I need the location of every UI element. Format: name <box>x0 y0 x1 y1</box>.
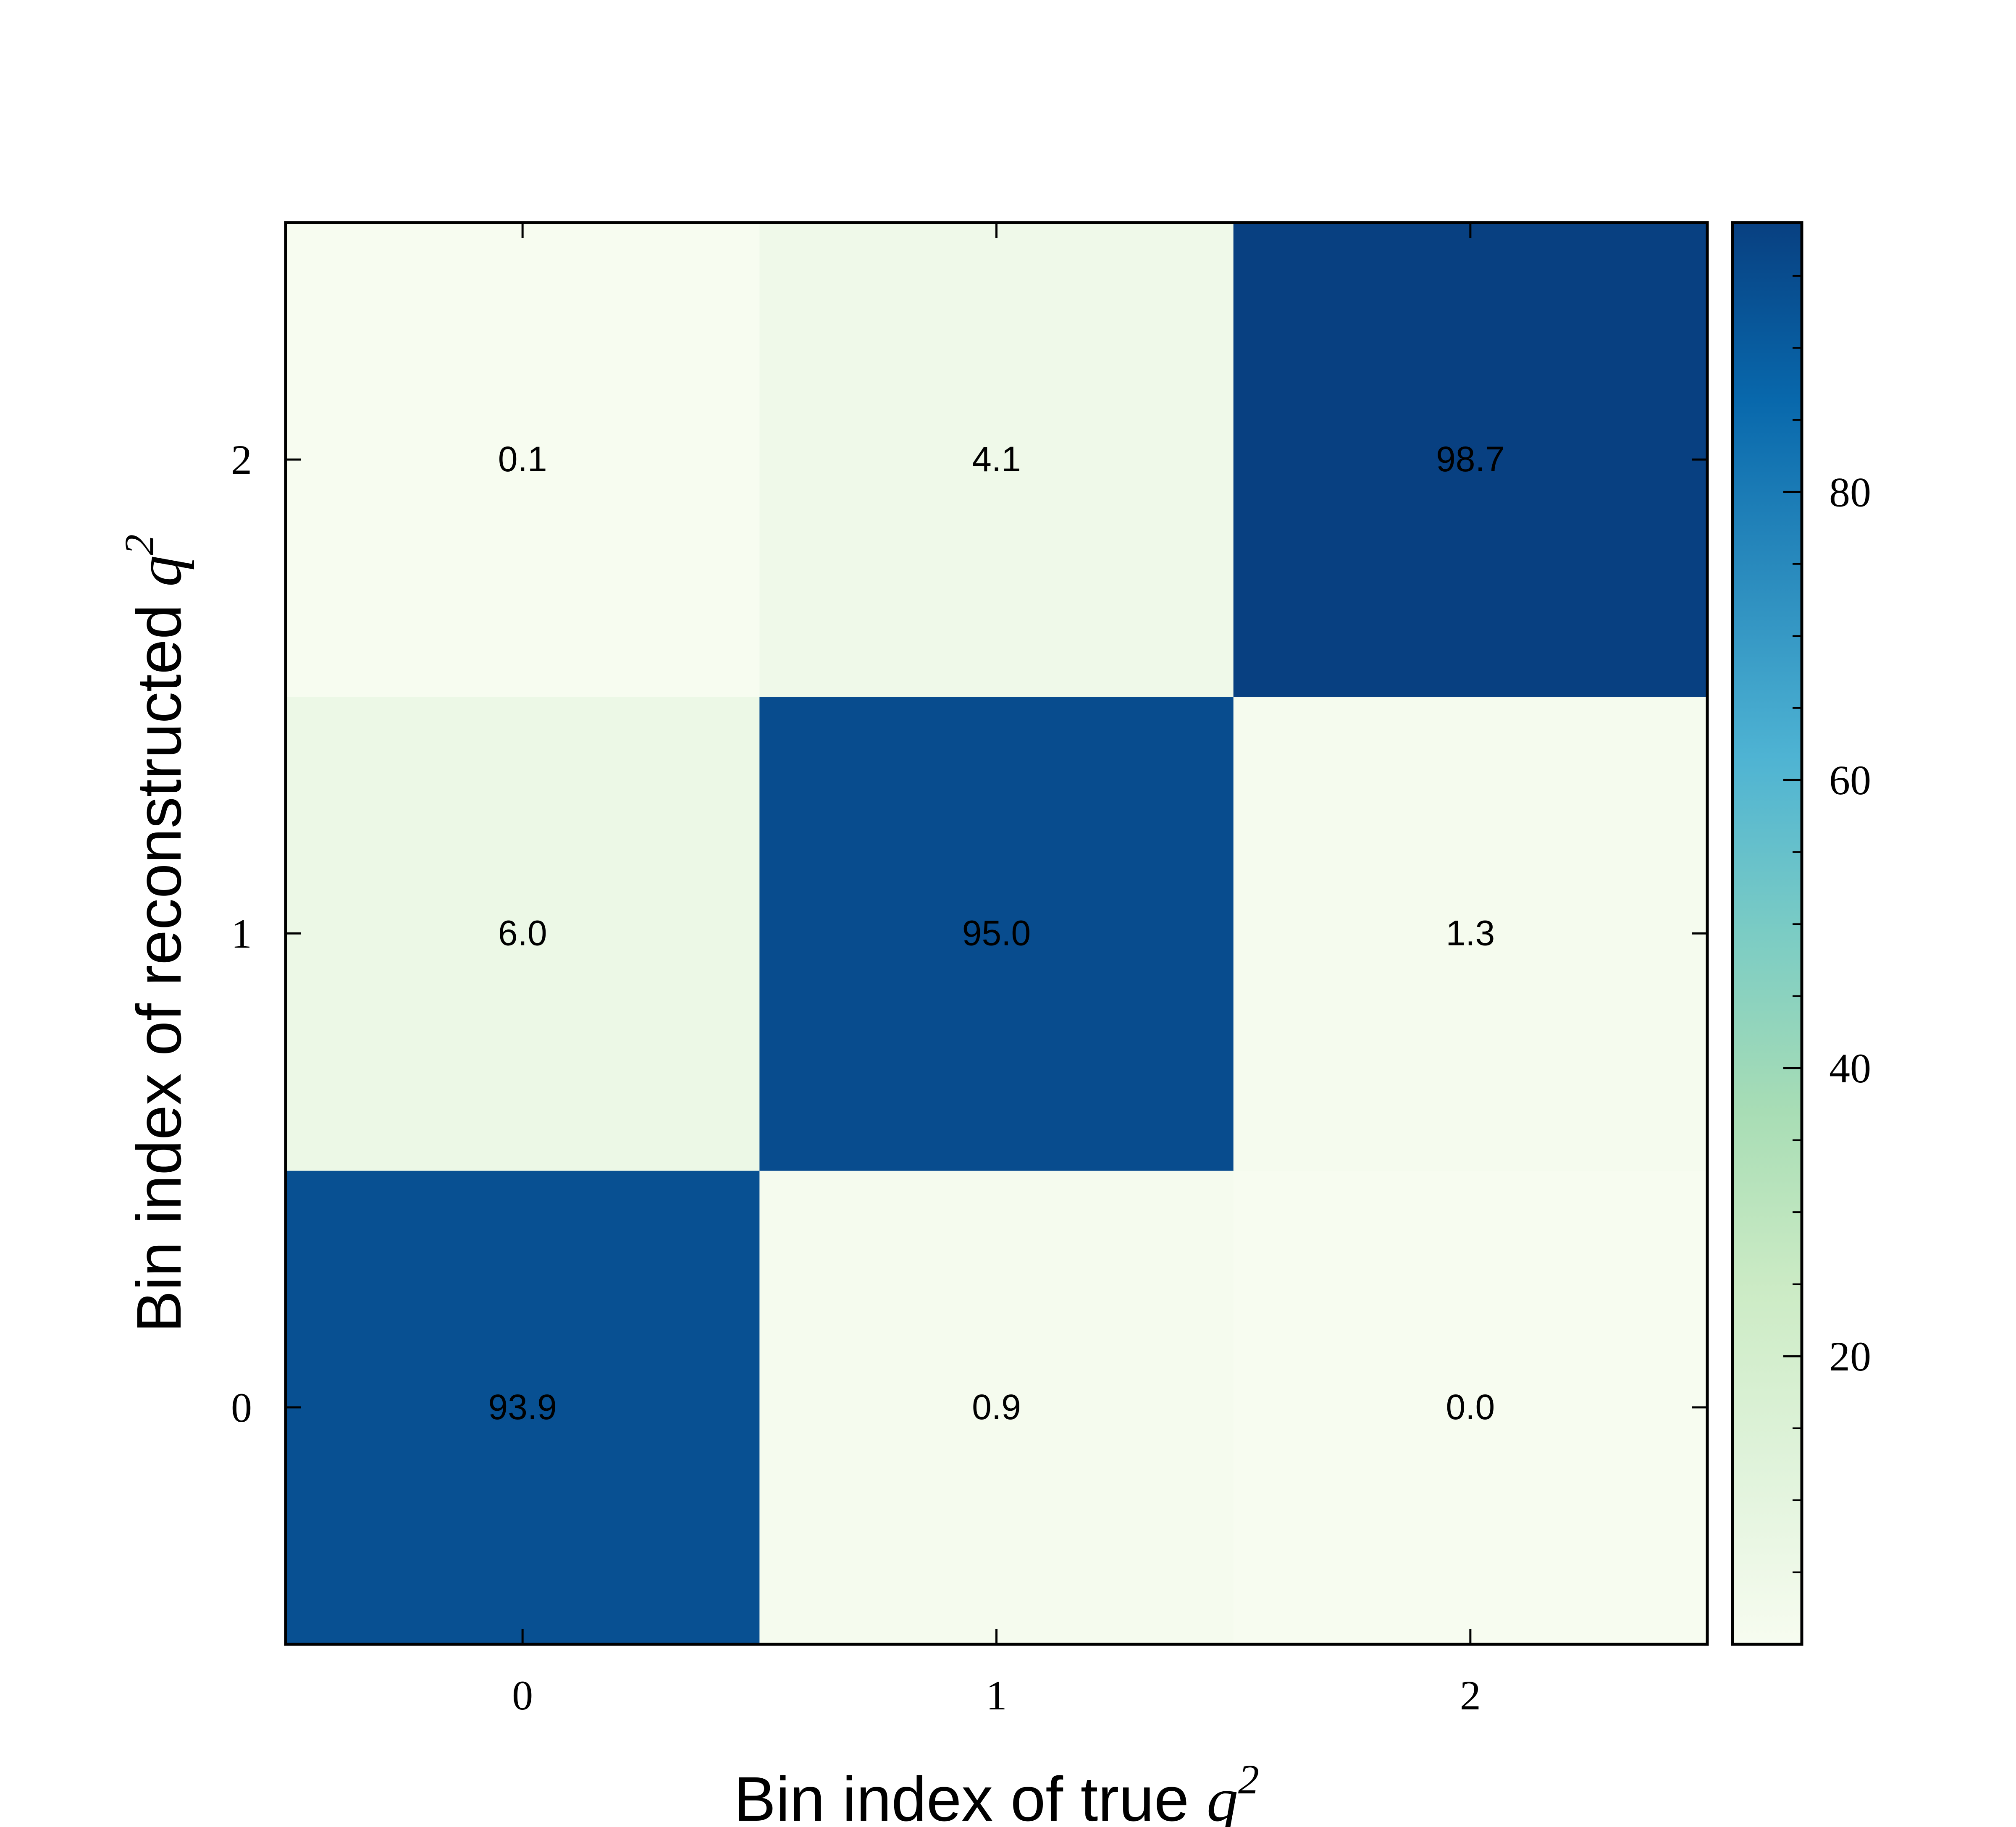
colorbar-gradient <box>1732 223 1802 1644</box>
cell-value-label-2-0: 0.1 <box>498 439 547 479</box>
cell-value-label-1-0: 6.0 <box>498 914 547 953</box>
x-axis-label-math: q <box>1207 1765 1238 1827</box>
cell-value-label-1-1: 95.0 <box>962 914 1031 953</box>
cell-labels: 93.9 0.9 0.0 6.0 95.0 1.3 0.1 4.1 98.7 <box>488 439 1504 1427</box>
y-tick-label-1: 1 <box>231 911 252 957</box>
heatmap-cell-1-0 <box>286 696 760 1171</box>
x-tick-label-1: 1 <box>986 1672 1007 1719</box>
y-tick-label-0: 0 <box>231 1384 252 1431</box>
cell-value-label-2-1: 4.1 <box>972 439 1021 479</box>
cell-value-label-0-1: 0.9 <box>972 1387 1021 1427</box>
axis-ticks <box>286 223 1707 1644</box>
heatmap-cell-0-2 <box>1233 1170 1708 1645</box>
colorbar-frame <box>1731 221 1803 1646</box>
heatmap-cell-0-1 <box>759 1170 1234 1645</box>
cell-value-label-0-0: 93.9 <box>488 1387 557 1427</box>
colorbar-tick-label-1: 40 <box>1829 1045 1871 1092</box>
heatmap-cell-2-1 <box>759 223 1234 697</box>
y-axis-label: Bin index of reconstructed q2 <box>116 534 194 1333</box>
x-axis-label-text: Bin index of true <box>734 1764 1207 1827</box>
heatmap-cell-0-0 <box>286 1170 760 1645</box>
colorbar-tick-label-2: 60 <box>1829 757 1871 803</box>
cell-value-label-1-2: 1.3 <box>1446 914 1495 953</box>
heatmap <box>286 223 1708 1645</box>
x-tick-label-0: 0 <box>512 1672 533 1719</box>
cell-value-label-2-2: 98.7 <box>1436 439 1505 479</box>
y-tick-label-2: 2 <box>231 436 252 483</box>
colorbar: 20 40 60 80 <box>1731 221 1871 1646</box>
y-axis-label-sup: 2 <box>116 534 163 555</box>
x-axis-label: Bin index of true q2 <box>734 1756 1259 1827</box>
y-axis-label-text: Bin index of reconstructed <box>123 587 194 1333</box>
x-tick-label-2: 2 <box>1460 1672 1481 1719</box>
heatmap-cell-2-2 <box>1233 223 1708 697</box>
x-axis-label-sup: 2 <box>1238 1756 1259 1803</box>
cell-value-label-0-2: 0.0 <box>1446 1387 1495 1427</box>
heatmap-cell-1-1 <box>759 696 1234 1171</box>
heatmap-cell-1-2 <box>1233 696 1708 1171</box>
y-axis-label-math: q <box>125 555 194 587</box>
axis-tick-labels: 0 1 2 0 1 2 <box>231 436 1481 1719</box>
heatmap-cell-2-0 <box>286 223 760 697</box>
colorbar-ticks: 20 40 60 80 <box>1783 275 1871 1573</box>
colorbar-tick-label-0: 20 <box>1829 1333 1871 1380</box>
colorbar-tick-label-3: 80 <box>1829 469 1871 515</box>
